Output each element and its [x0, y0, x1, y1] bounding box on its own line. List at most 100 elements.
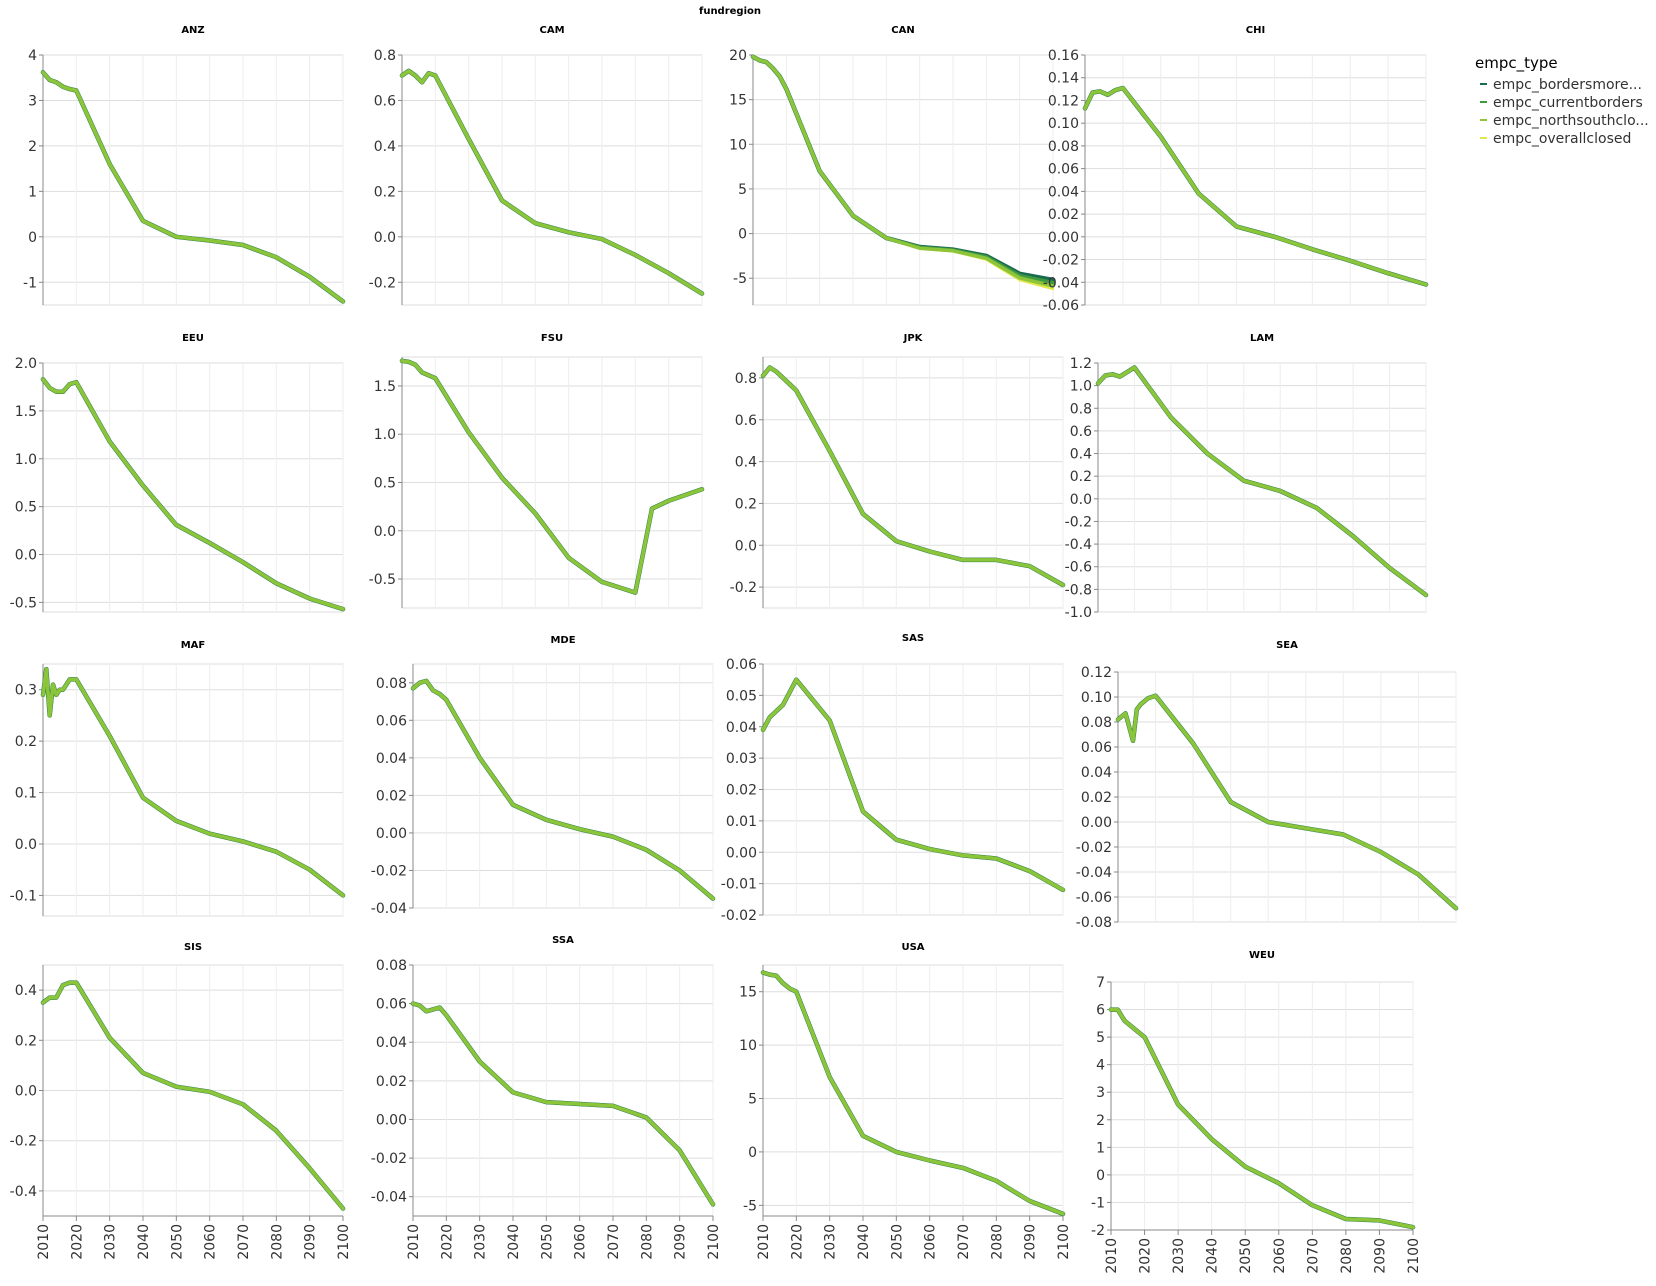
y-tick-label: 0.14	[1048, 71, 1079, 87]
series-line	[399, 68, 705, 296]
y-tick-label: 0.00	[726, 845, 757, 861]
series-line	[410, 678, 716, 901]
x-tick-label: 2010	[1104, 1238, 1120, 1274]
y-tick-label: 0.2	[735, 496, 757, 512]
y-tick-label: 0.0	[15, 1084, 37, 1100]
y-tick-label: 0.00	[376, 1112, 407, 1128]
y-tick-label: 4	[28, 48, 37, 64]
y-tick-label: 1.5	[15, 404, 37, 420]
series-line	[1083, 86, 1428, 287]
panel-title: WEU	[1249, 950, 1275, 961]
series-line	[750, 54, 1056, 283]
y-tick-label: -0.04	[1043, 275, 1079, 291]
series-line	[40, 377, 346, 612]
y-tick-label: -0.04	[371, 901, 407, 917]
x-tick-label: 2070	[606, 1224, 622, 1260]
x-tick-label: 2030	[473, 1224, 489, 1260]
series-line	[1083, 86, 1428, 286]
x-tick-label: 2040	[136, 1224, 152, 1260]
x-tick-label: 2050	[1238, 1238, 1254, 1274]
y-tick-label: 10	[739, 1038, 757, 1054]
x-tick-label: 2010	[756, 1224, 772, 1260]
y-tick-label: -0.6	[1065, 560, 1092, 576]
legend-item: empc_northsouthclo...	[1480, 113, 1649, 129]
y-tick-label: 1.2	[1070, 356, 1092, 372]
x-tick-label: 2090	[673, 1224, 689, 1260]
series-line	[411, 678, 715, 901]
legend-label: empc_bordersmore...	[1493, 77, 1642, 93]
x-tick-label: 2020	[439, 1224, 455, 1260]
y-tick-label: -0.2	[730, 580, 757, 596]
y-tick-label: 0.08	[376, 676, 407, 692]
y-tick-label: 15	[729, 93, 747, 109]
panel-anz: ANZ 4 3 2 1 0 -1	[23, 25, 346, 306]
series-line	[1109, 1007, 1415, 1229]
y-tick-label: -0.4	[10, 1184, 37, 1200]
x-tick-label: 2020	[69, 1224, 85, 1260]
series-line	[760, 365, 1066, 588]
series-line	[1096, 365, 1428, 597]
y-tick-label: 0.06	[376, 997, 407, 1013]
legend-item: empc_bordersmore...	[1480, 77, 1642, 93]
y-tick-label: 0.04	[1081, 765, 1112, 781]
y-tick-label: 0.0	[15, 548, 37, 564]
y-tick-label: 0.10	[1048, 116, 1079, 132]
y-tick-label: -0.8	[1065, 582, 1092, 598]
series-line	[761, 970, 1065, 1216]
panel-title: USA	[901, 942, 924, 953]
legend-item: empc_currentborders	[1480, 95, 1643, 111]
x-tick-label: 2100	[1406, 1238, 1422, 1274]
y-tick-label: 0.12	[1048, 93, 1079, 109]
y-tick-label: -0.2	[10, 1134, 37, 1150]
legend-title: empc_type	[1475, 54, 1558, 73]
panel-chi: CHI 0.16 0.14 0.12 0.10 0.08 0.06 0.04 0.02 0.00 -…	[1043, 25, 1429, 314]
plot-frame	[412, 964, 714, 1217]
y-tick-label: 0.6	[735, 413, 757, 429]
panel-jpk: JPK 0.8 0.6 0.4 0.2 0.0 -0.2	[730, 333, 1066, 609]
x-tick-label: 2050	[889, 1224, 905, 1260]
y-tick-label: 2	[1096, 1113, 1105, 1129]
y-tick-label: -0.5	[369, 572, 396, 588]
series-line	[41, 980, 345, 1211]
series-line	[761, 970, 1065, 1216]
y-tick-label: 0.08	[1048, 139, 1079, 155]
x-tick-label: 2050	[169, 1224, 185, 1260]
plot-frame	[762, 964, 1064, 1217]
panel-eeu: EEU 2.0 1.5 1.0 0.5 0.0 -0.5	[10, 333, 346, 613]
y-tick-label: -0.02	[371, 863, 407, 879]
y-tick-label: 0.0	[15, 837, 37, 853]
x-tick-label: 2050	[539, 1224, 555, 1260]
y-tick-label: 0.2	[15, 1033, 37, 1049]
y-tick-label: 0	[28, 230, 37, 246]
y-tick-label: -2	[1091, 1223, 1105, 1239]
series-line	[1095, 365, 1429, 598]
x-tick-label: 2080	[1339, 1238, 1355, 1274]
y-tick-label: 0.4	[15, 983, 37, 999]
panel-title: MDE	[550, 635, 575, 646]
y-tick-label: -0.06	[1043, 298, 1079, 314]
y-tick-label: 0.04	[376, 1035, 407, 1051]
plot-frame	[412, 663, 714, 909]
legend-label: empc_overallclosed	[1493, 131, 1631, 147]
x-tick-label: 2080	[269, 1224, 285, 1260]
series-line	[400, 68, 704, 296]
y-tick-label: 5	[738, 182, 747, 198]
x-tick-label: 2060	[203, 1224, 219, 1260]
series-line	[760, 970, 1066, 1217]
y-tick-label: 5	[748, 1092, 757, 1108]
y-tick-label: 0	[738, 227, 747, 243]
series-line	[751, 55, 1055, 288]
series-line	[411, 679, 715, 900]
x-tick-label: 2060	[923, 1224, 939, 1260]
series-line	[1109, 1008, 1415, 1229]
panel-ssa: SSA 0.08 0.06 0.04 0.02 0.00 -0.02 -0.04 2010 202…	[371, 935, 722, 1260]
y-tick-label: 0.5	[15, 500, 37, 516]
series-line	[761, 971, 1065, 1216]
series-line	[411, 1001, 715, 1207]
panel-title: ANZ	[181, 25, 204, 36]
y-tick-label: 0.0	[735, 538, 757, 554]
y-tick-label: -0.02	[1043, 253, 1079, 269]
series-line	[751, 54, 1055, 285]
x-tick-label: 2060	[1272, 1238, 1288, 1274]
y-tick-label: 3	[28, 93, 37, 109]
